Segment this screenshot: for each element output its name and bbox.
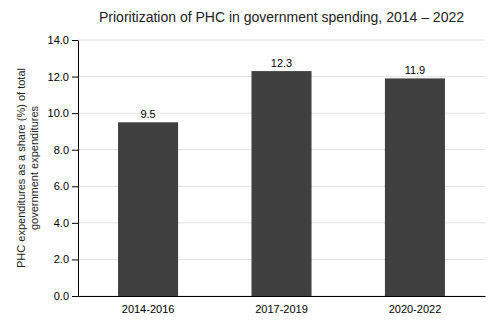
y-tick: 0.0: [54, 290, 78, 302]
y-tick: 10.0: [48, 107, 78, 119]
plot-area: 0.0 2.0 4.0 6.0 8.0 10.0 12.0 14.0 2014-2016 2017…: [48, 34, 486, 315]
x-tick: 2014-2016: [122, 303, 175, 315]
x-axis-line: [79, 296, 486, 297]
grid: [78, 40, 485, 296]
y-tick-label: 2.0: [54, 253, 69, 265]
y-tick-mark: [72, 223, 78, 224]
chart: 0.0 2.0 4.0 6.0 8.0 10.0 12.0 14.0 2014-2016 2017…: [0, 0, 500, 326]
grid-line: [78, 40, 485, 41]
y-axis-line: [78, 41, 79, 297]
y-tick-label: 10.0: [48, 107, 69, 119]
y-axis-title: PHC expenditures as a share (%) of total…: [15, 68, 40, 268]
y-tick-mark: [72, 259, 78, 260]
y-tick-mark: [72, 150, 78, 151]
bar: [251, 71, 311, 296]
y-tick-mark: [72, 77, 78, 78]
y-tick-label: 0.0: [54, 290, 69, 302]
y-tick-label: 6.0: [54, 180, 69, 192]
y-tick-label: 14.0: [48, 34, 69, 46]
y-axis-title-line: PHC expenditures as a share (%) of total: [15, 68, 27, 268]
y-axis-title-line: government expenditures: [28, 105, 40, 230]
x-tick-label: 2017-2019: [255, 303, 308, 315]
data-label: 9.5: [140, 108, 155, 120]
y-tick: 6.0: [54, 180, 78, 192]
y-tick-label: 4.0: [54, 217, 69, 229]
bar: [385, 78, 445, 296]
data-label: 12.3: [271, 57, 292, 69]
y-tick-label: 12.0: [48, 71, 69, 83]
x-tick-label: 2020-2022: [389, 303, 442, 315]
x-axis: 2014-2016 2017-2019 2020-2022: [79, 297, 486, 315]
y-tick-mark: [72, 40, 78, 41]
y-tick: 14.0: [48, 34, 78, 46]
title: Prioritization of PHC in government spen…: [99, 9, 464, 25]
data-label: 11.9: [405, 64, 426, 76]
x-tick-label: 2014-2016: [122, 303, 175, 315]
data-labels: 9.5 12.3 11.9: [140, 57, 425, 120]
x-tick: 2017-2019: [255, 303, 308, 315]
bar: [118, 122, 178, 296]
y-tick-mark: [72, 296, 78, 297]
x-tick: 2020-2022: [389, 303, 442, 315]
bars: [118, 71, 445, 296]
y-tick-mark: [72, 113, 78, 114]
y-tick: 2.0: [54, 253, 78, 265]
y-tick-mark: [72, 186, 78, 187]
y-axis: 0.0 2.0 4.0 6.0 8.0 10.0 12.0 14.0: [48, 34, 79, 302]
y-tick: 8.0: [54, 144, 78, 156]
y-tick-label: 8.0: [54, 144, 69, 156]
y-tick: 12.0: [48, 71, 78, 83]
y-tick: 4.0: [54, 217, 78, 229]
